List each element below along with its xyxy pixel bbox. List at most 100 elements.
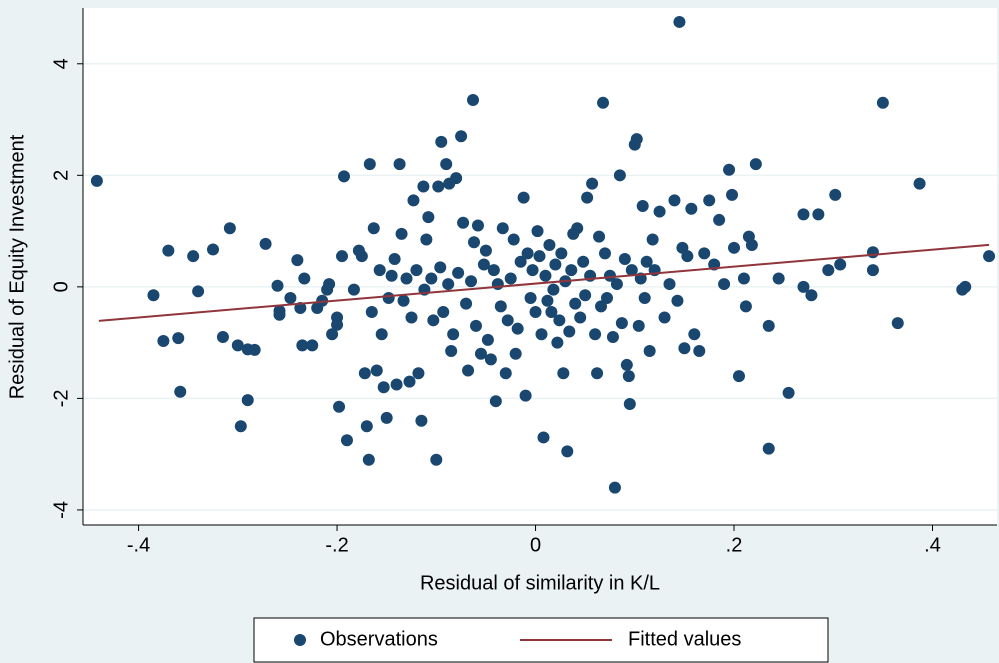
point [613, 169, 626, 182]
point [388, 252, 401, 265]
point [407, 194, 420, 207]
point [521, 247, 534, 260]
point [174, 385, 187, 398]
point [420, 233, 433, 246]
point [571, 222, 584, 235]
point [876, 96, 889, 109]
point [375, 328, 388, 341]
point [496, 222, 509, 235]
point [291, 254, 304, 267]
point [469, 319, 482, 332]
point [561, 445, 574, 458]
point [519, 389, 532, 402]
point [595, 300, 608, 313]
point [430, 453, 443, 466]
point [797, 208, 810, 221]
point [703, 194, 716, 207]
point [797, 280, 810, 293]
point [455, 130, 468, 143]
point [638, 292, 651, 305]
point [688, 328, 701, 341]
point [713, 213, 726, 226]
point [460, 297, 473, 310]
x-axis-title: Residual of similarity in K/L [420, 572, 660, 594]
point [147, 289, 160, 302]
marks [90, 15, 996, 494]
point [333, 400, 346, 413]
point [326, 328, 339, 341]
y-tick-label: 2 [50, 170, 72, 181]
point [565, 264, 578, 277]
point [579, 289, 592, 302]
point [762, 319, 775, 332]
point [599, 247, 612, 260]
point [593, 230, 606, 243]
point [581, 191, 594, 204]
point [632, 319, 645, 332]
point [377, 381, 390, 394]
point [541, 294, 554, 307]
point [417, 180, 430, 193]
point [422, 211, 435, 224]
point [363, 158, 376, 171]
point [380, 411, 393, 424]
point [615, 317, 628, 330]
point [600, 292, 613, 305]
grid [83, 63, 997, 511]
point [162, 244, 175, 257]
point [425, 272, 438, 285]
point [306, 339, 319, 352]
point [891, 317, 904, 330]
point [698, 247, 711, 260]
point [157, 334, 170, 347]
y-tick-label: 4 [50, 58, 72, 69]
point [323, 278, 336, 291]
point [574, 311, 587, 324]
y-tick-label: -4 [50, 501, 72, 519]
point [457, 216, 470, 229]
point [507, 233, 520, 246]
point [187, 250, 200, 263]
point [630, 133, 643, 146]
point [678, 342, 691, 355]
point [737, 272, 750, 285]
point [501, 314, 514, 327]
point [913, 177, 926, 190]
point [728, 241, 741, 254]
point [259, 237, 272, 250]
point [681, 250, 694, 263]
point [241, 394, 254, 407]
point [385, 269, 398, 282]
point [412, 367, 425, 380]
point [331, 318, 344, 331]
point [481, 333, 494, 346]
point [547, 283, 560, 296]
point [623, 397, 636, 410]
point [620, 358, 633, 371]
plot-area [83, 8, 997, 525]
point [545, 305, 558, 318]
point [273, 308, 286, 321]
point [822, 264, 835, 277]
point [563, 325, 576, 338]
point [577, 255, 590, 268]
point [271, 279, 284, 292]
point [526, 264, 539, 277]
point [410, 264, 423, 277]
point [298, 272, 311, 285]
y-tick-label: -2 [50, 390, 72, 408]
point [360, 420, 373, 433]
point [589, 328, 602, 341]
point [462, 364, 475, 377]
point [531, 225, 544, 238]
point [373, 264, 386, 277]
point [658, 311, 671, 324]
legend-label: Observations [320, 628, 438, 650]
point [347, 283, 360, 296]
point [370, 364, 383, 377]
point [610, 278, 623, 291]
x-tick-label: -.4 [127, 534, 150, 556]
point [673, 15, 686, 28]
point [499, 367, 512, 380]
point [643, 344, 656, 357]
